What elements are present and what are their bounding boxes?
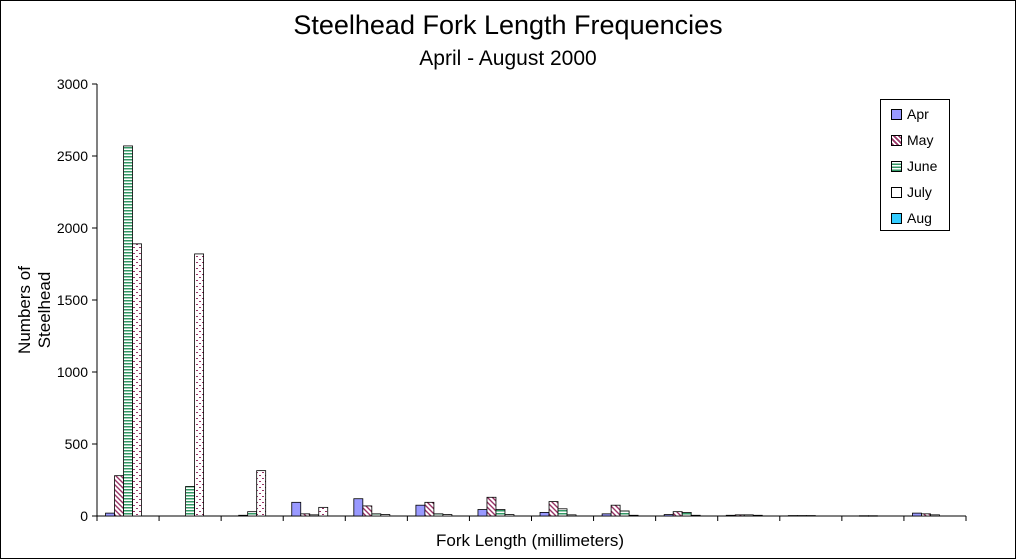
bar-may-5 [424,501,435,517]
bar-july-2 [256,470,267,517]
legend: Apr May June July Aug [880,99,950,231]
legend-label: June [907,158,938,174]
bar-june-6 [495,509,506,517]
bar-june-10 [743,514,754,517]
bar-june-11 [805,515,816,517]
bar-may-2 [238,514,249,517]
bar-june-9 [681,512,692,517]
chart-subtitle: April - August 2000 [419,47,597,70]
bar-june-7 [557,508,568,517]
legend-swatch [891,213,902,224]
bar-may-0 [114,475,124,517]
bar-apr-11 [787,515,798,517]
legend-swatch [891,161,902,172]
bar-july-9 [690,514,701,517]
bar-july-3 [318,506,329,517]
bar-july-7 [566,514,577,517]
legend-label: July [907,184,932,200]
bar-may-9 [672,511,683,517]
legend-label: Apr [907,106,929,122]
bar-may-8 [610,504,621,517]
bar-june-12 [867,515,878,517]
y-tick-label: 500 [65,436,89,452]
bar-apr-4 [353,498,364,517]
y-tick-label: 1500 [57,292,88,308]
legend-label: May [907,132,934,148]
y-tick-label: 0 [80,508,88,524]
y-tick-label: 2000 [57,220,88,236]
bar-may-12 [858,515,869,517]
x-axis [96,515,967,521]
bar-apr-7 [539,512,550,517]
bar-apr-13 [912,512,922,517]
bar-july-5 [442,514,453,517]
bar-june-4 [371,513,382,517]
y-tick-label: 2500 [57,148,88,164]
bar-may-6 [486,496,497,517]
bar-apr-5 [415,504,426,517]
bar-july-0 [132,243,142,517]
bar-june-3 [309,514,320,517]
bar-apr-3 [291,501,302,517]
bar-apr-10 [725,514,736,517]
bar-may-3 [300,513,311,517]
y-tick-label: 3000 [57,76,88,92]
bar-may-10 [734,514,745,517]
bar-apr-0 [105,512,115,517]
chart-title: Steelhead Fork Length Frequencies [293,10,723,40]
y-tick-label: 1000 [57,364,88,380]
bar-june-1 [185,486,196,517]
bar-may-11 [796,515,807,517]
bar-may-13 [921,513,931,517]
bar-june-13 [930,514,940,517]
bar-june-0 [123,145,133,517]
bar-july-1 [194,253,205,517]
y-axis: 0 500 1000 1500 2000 2500 3000 [57,76,98,524]
bar-may-4 [362,505,373,517]
bar-may-7 [548,501,559,517]
legend-swatch [891,135,902,146]
x-axis-label: Fork Length (millimeters) [436,531,624,550]
bar-july-4 [380,514,391,517]
bar-july-6 [504,514,515,517]
bar-june-8 [619,510,630,517]
legend-label: Aug [907,210,932,226]
legend-swatch [891,109,902,120]
bar-apr-8 [601,513,612,517]
bar-june-5 [433,513,444,517]
bar-apr-9 [663,514,674,517]
bar-apr-6 [477,509,488,517]
bar-june-2 [247,511,258,517]
bar-july-8 [628,514,639,517]
bars [105,145,940,517]
bar-july-10 [752,514,763,517]
legend-swatch [891,187,902,198]
